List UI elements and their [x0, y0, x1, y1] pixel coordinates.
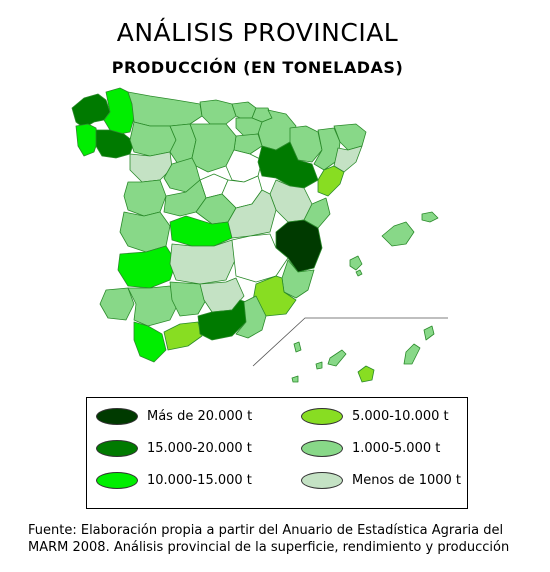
source-note: Fuente: Elaboración propia a partir del … [28, 522, 518, 556]
province-cantabria[interactable] [199, 99, 237, 125]
legend-label: Menos de 1000 t [352, 473, 462, 488]
island-la-gomera[interactable] [315, 361, 323, 370]
legend-label: 15.000-20.000 t [147, 441, 252, 456]
province-tarragona[interactable] [317, 165, 345, 197]
legend-item-10000-15000: 10.000-15.000 t [96, 472, 252, 489]
province-cadiz[interactable] [133, 321, 167, 363]
legend-label: 5.000-10.000 t [352, 409, 449, 424]
province-cuenca[interactable] [227, 189, 277, 239]
province-badajoz[interactable] [117, 245, 177, 289]
legend-item-15000-20000: 15.000-20.000 t [96, 440, 252, 457]
province-almeria[interactable] [235, 295, 267, 339]
province-zaragoza[interactable] [257, 141, 319, 189]
province-malaga[interactable] [163, 321, 203, 351]
island-gran-canaria[interactable] [357, 365, 375, 383]
island-tenerife[interactable] [327, 349, 347, 367]
source-line-2: MARM 2008. Análisis provincial de la sup… [28, 540, 510, 555]
legend-item-5000-10000: 5.000-10.000 t [301, 408, 449, 425]
map-title: ANÁLISIS PROVINCIAL [116, 18, 399, 47]
source-line-1: Fuente: Elaboración propia a partir del … [28, 523, 504, 538]
legend-swatch [301, 472, 343, 489]
province-leon[interactable] [129, 121, 177, 157]
legend-swatch [301, 440, 343, 457]
province-asturias[interactable] [127, 91, 203, 127]
province-map [71, 87, 448, 383]
map-legend: Más de 20.000 t 15.000-20.000 t 10.000-1… [86, 397, 468, 509]
province-mallorca[interactable] [381, 221, 415, 247]
island-fuerteventura[interactable] [403, 343, 421, 365]
island-menorca[interactable] [421, 211, 439, 223]
map-subtitle: PRODUCCIÓN (EN TONELADAS) [111, 58, 404, 77]
island-la-palma[interactable] [293, 341, 302, 353]
canarias-inset-frame [252, 317, 448, 367]
province-alava[interactable] [235, 117, 263, 137]
province-huelva[interactable] [99, 287, 135, 321]
island-formentera[interactable] [355, 269, 363, 277]
province-lleida[interactable] [313, 127, 341, 171]
island-lanzarote[interactable] [423, 325, 435, 341]
island-el-hierro[interactable] [291, 375, 299, 383]
province-albacete[interactable] [231, 233, 289, 283]
legend-swatch [301, 408, 343, 425]
province-ciudad-real[interactable] [169, 239, 237, 285]
province-lugo[interactable] [103, 87, 135, 135]
province-sevilla[interactable] [127, 285, 179, 327]
province-caceres[interactable] [119, 211, 171, 253]
province-pontevedra[interactable] [75, 123, 99, 157]
legend-item-1000-5000: 1.000-5.000 t [301, 440, 440, 457]
legend-item-less-than-1000: Menos de 1000 t [301, 472, 461, 489]
legend-item-more-than-20000: Más de 20.000 t [96, 408, 252, 425]
province-salamanca[interactable] [123, 179, 167, 217]
legend-label: Más de 20.000 t [147, 409, 253, 424]
province-ourense[interactable] [95, 129, 135, 159]
island-ibiza[interactable] [349, 255, 363, 271]
legend-swatch [96, 408, 138, 425]
legend-label: 1.000-5.000 t [352, 441, 441, 456]
province-a-coruna[interactable] [71, 93, 111, 129]
legend-label: 10.000-15.000 t [147, 473, 252, 488]
legend-swatch [96, 472, 138, 489]
legend-swatch [96, 440, 138, 457]
province-vizcaya[interactable] [231, 101, 257, 119]
